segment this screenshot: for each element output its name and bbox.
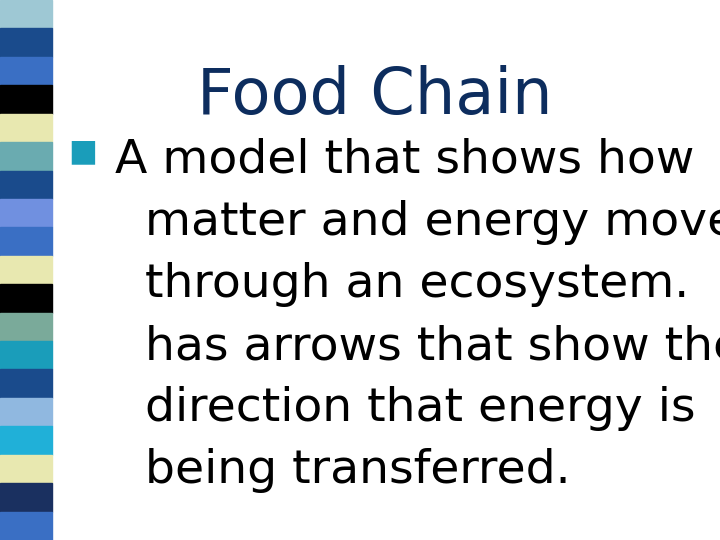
Bar: [0, 85, 52, 114]
Bar: [0, 199, 52, 227]
Bar: [0, 114, 52, 142]
Bar: [0, 313, 52, 341]
Text: matter and energy move: matter and energy move: [115, 200, 720, 245]
Text: ■: ■: [68, 138, 97, 167]
Bar: [0, 227, 52, 256]
Bar: [0, 284, 52, 313]
Bar: [0, 426, 52, 455]
Text: has arrows that show the: has arrows that show the: [115, 324, 720, 369]
Bar: [0, 455, 52, 483]
Text: direction that energy is: direction that energy is: [115, 386, 696, 431]
Bar: [0, 57, 52, 85]
Bar: [0, 142, 52, 171]
Bar: [0, 29, 52, 57]
Bar: [0, 0, 52, 29]
Text: A model that shows how: A model that shows how: [115, 138, 695, 183]
Bar: [0, 369, 52, 398]
Bar: [0, 483, 52, 511]
Text: through an ecosystem.  It: through an ecosystem. It: [115, 262, 720, 307]
Text: Food Chain: Food Chain: [197, 65, 552, 127]
Text: being transferred.: being transferred.: [115, 448, 571, 493]
Bar: [0, 171, 52, 199]
Bar: [0, 511, 52, 540]
Bar: [0, 341, 52, 369]
Bar: [0, 398, 52, 426]
Bar: [0, 256, 52, 284]
